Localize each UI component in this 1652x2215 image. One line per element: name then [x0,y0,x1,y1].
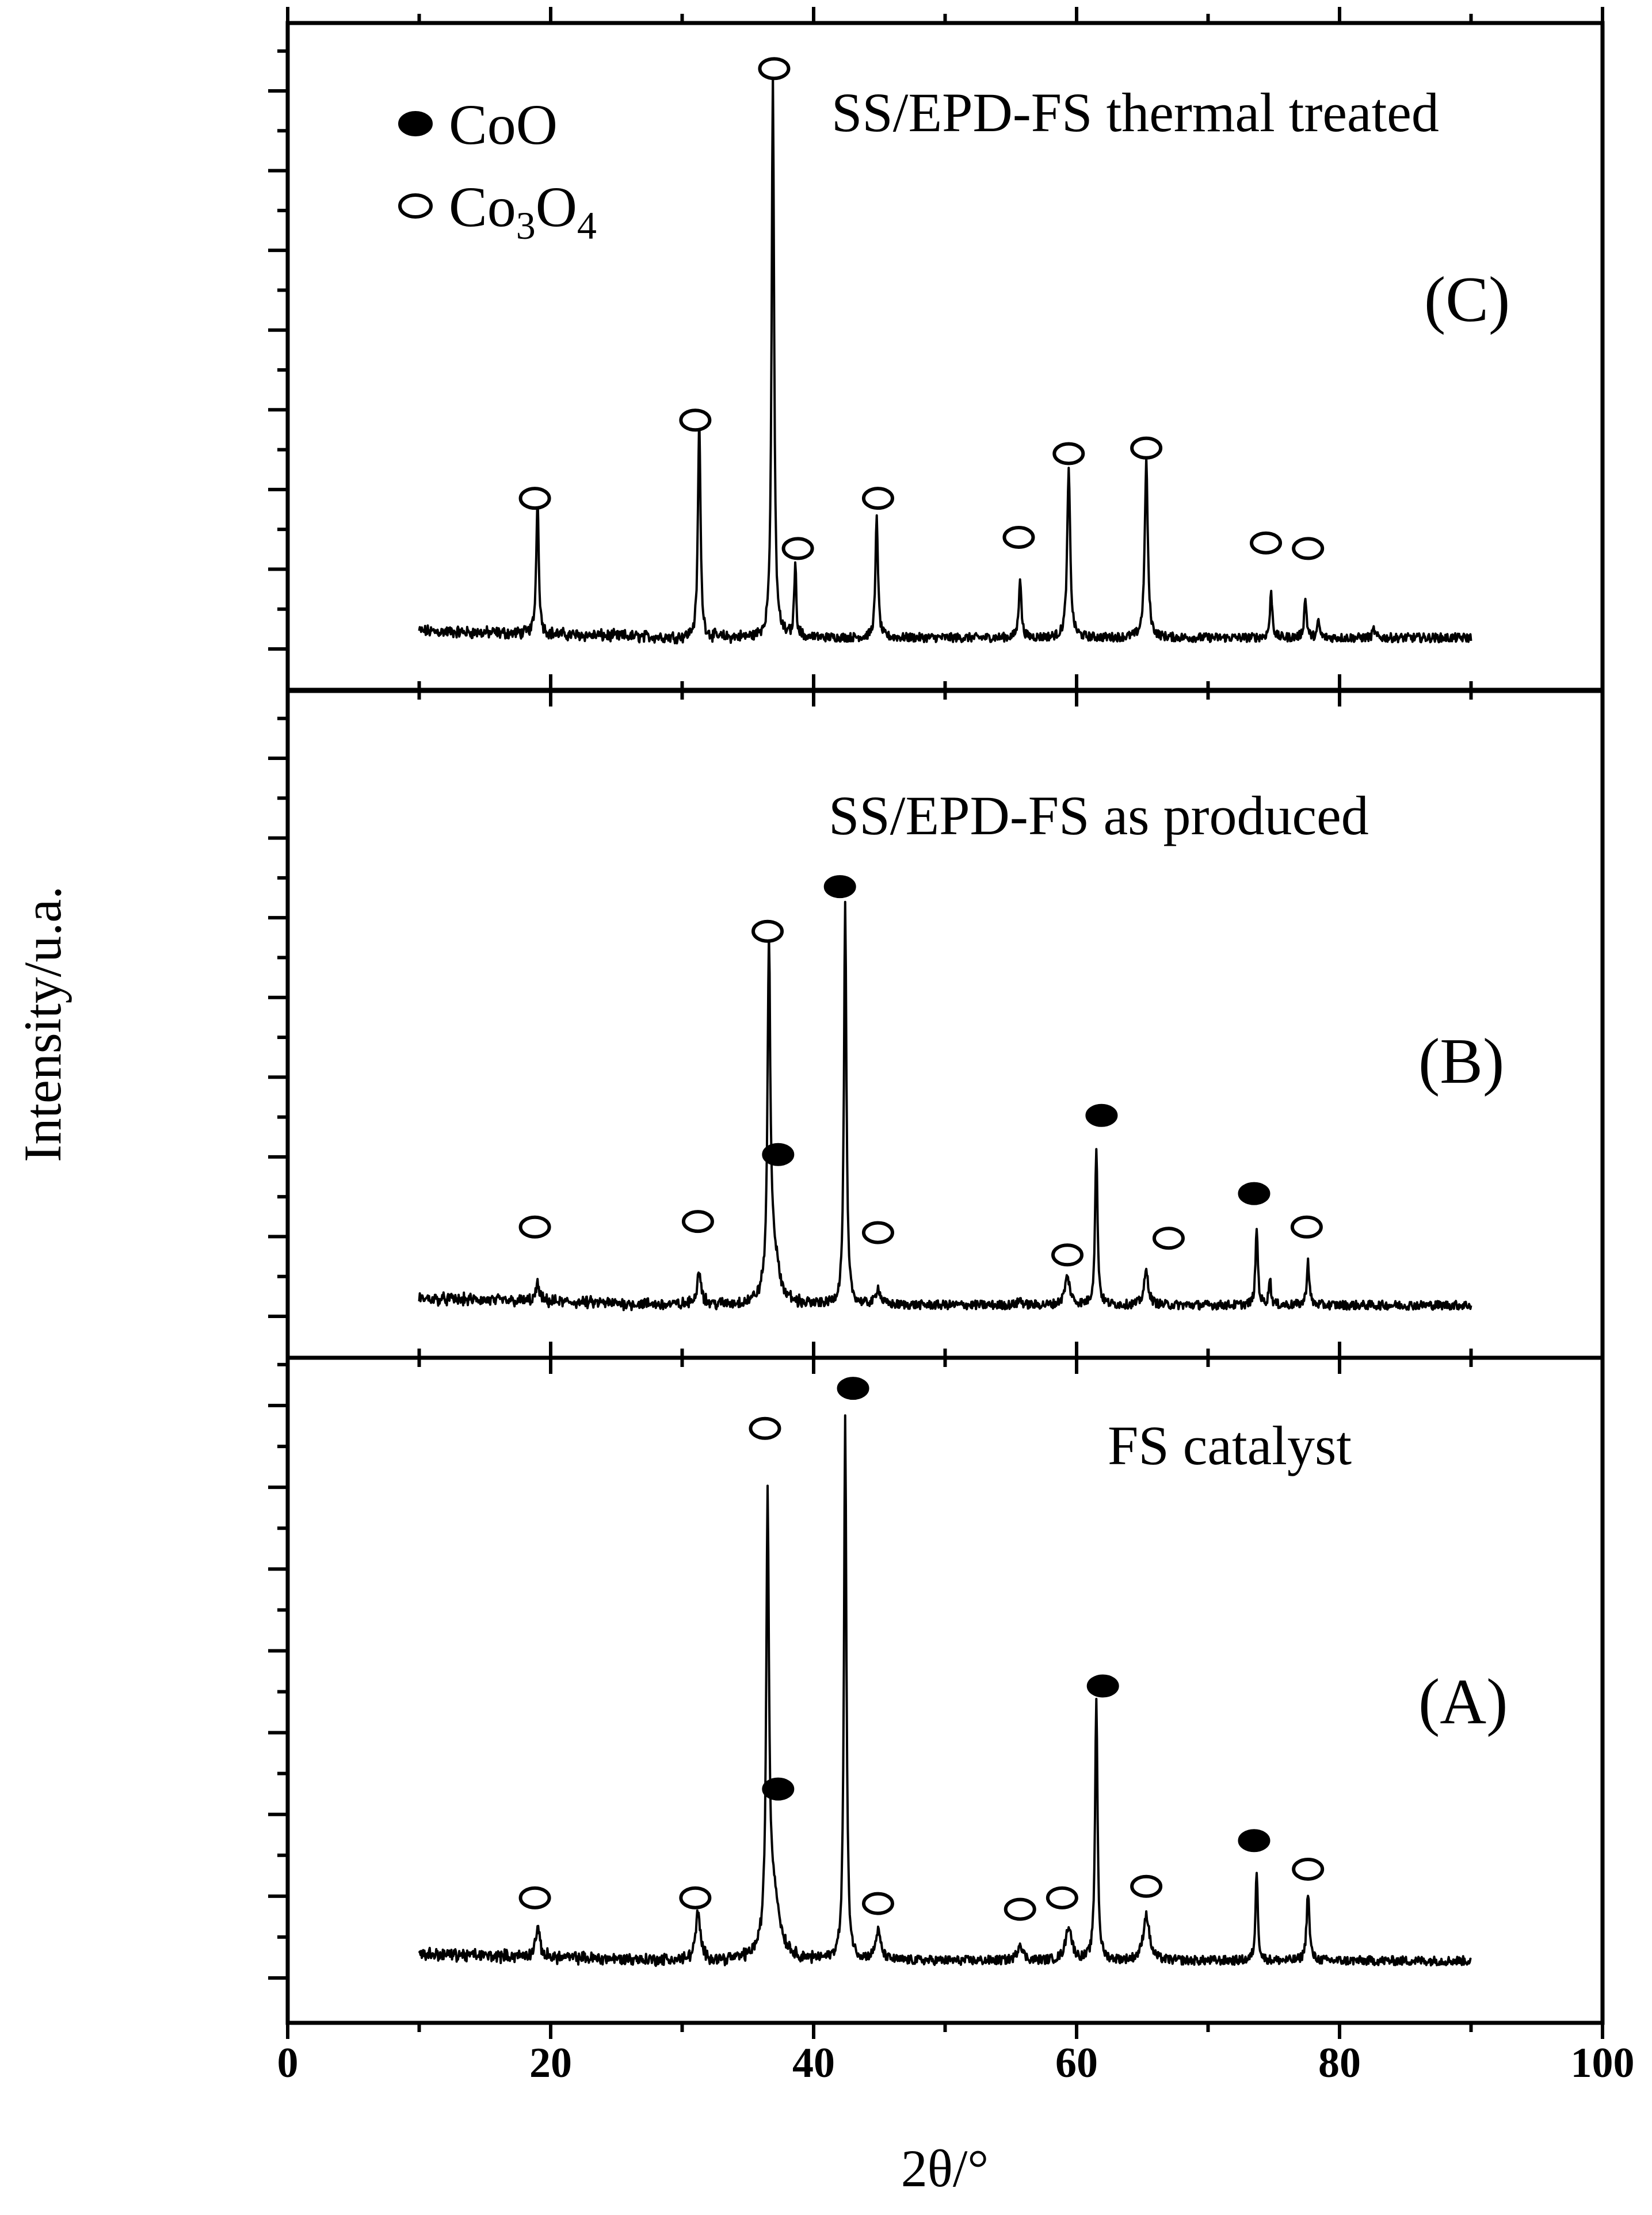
panel-b-label: (B) [1418,1026,1504,1097]
co3o4-marker [521,1888,550,1908]
co3o4-marker [1154,1228,1183,1248]
x-tick-label: 20 [529,2040,572,2087]
co3o4-marker [1294,1859,1322,1879]
co3o4-marker [1006,1900,1035,1919]
coo-marker [1087,1106,1116,1125]
coo-marker [764,1779,792,1799]
legend-open-marker [400,195,431,217]
co3o4-marker [864,488,892,508]
x-axis-label: 2θ/° [901,2139,989,2198]
co3o4-marker [750,1419,779,1438]
x-tick-label: 40 [792,2040,835,2087]
coo-marker [1239,1831,1268,1850]
legend-filled-marker [400,113,431,135]
co3o4-marker [753,922,782,941]
co3o4-marker [1132,438,1161,458]
panel-c-label: (C) [1424,264,1510,335]
y-axis-label: Intensity/u.a. [13,886,72,1162]
co3o4-marker [760,59,788,78]
co3o4-marker [681,410,709,430]
panel-a-label: (A) [1418,1666,1508,1737]
co3o4-marker [1004,528,1033,547]
co3o4-marker [784,539,812,558]
xrd-figure: 0 20 40 60 80 100 SS/EPD-FS thermal treated S… [0,0,1652,2215]
co3o4-marker [1048,1888,1077,1908]
coo-marker [839,1378,868,1398]
co3o4-marker [864,1894,892,1914]
co3o4-marker [864,1223,892,1243]
co3o4-marker [521,488,550,508]
co3o4-marker [1252,533,1280,553]
panel-a-title: FS catalyst [1108,1415,1352,1476]
co3o4-marker [521,1217,550,1237]
panel-b-title: SS/EPD-FS as produced [829,785,1369,846]
coo-marker [1089,1676,1117,1696]
coo-marker [1239,1184,1268,1204]
x-tick-label: 80 [1318,2040,1361,2087]
x-tick-label: 100 [1571,2040,1635,2087]
co3o4-marker [1132,1877,1161,1896]
co3o4-marker [681,1888,709,1908]
co3o4-marker [684,1212,712,1231]
panel-c-title: SS/EPD-FS thermal treated [831,82,1439,143]
coo-marker [764,1145,792,1164]
legend-coo-label: CoO [449,93,558,156]
co3o4-marker [1054,444,1083,464]
coo-marker [826,877,854,896]
co3o4-marker [1292,1217,1321,1237]
x-tick-label: 0 [277,2040,299,2087]
x-tick-label: 60 [1055,2040,1098,2087]
co3o4-marker [1053,1245,1082,1265]
co3o4-marker [1294,539,1322,558]
